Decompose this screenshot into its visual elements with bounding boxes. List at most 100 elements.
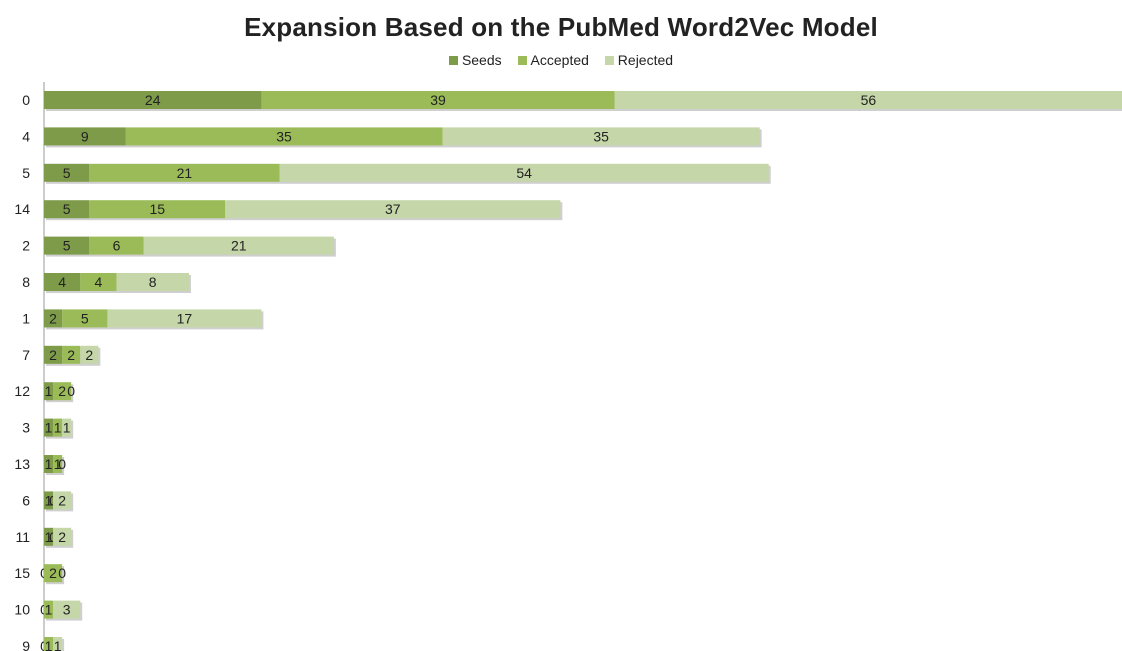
data-label-rejected: 0 (58, 456, 66, 472)
bar-segment-accepted (53, 382, 72, 401)
bar-segment-accepted (53, 455, 63, 473)
bar-segment-accepted (53, 418, 63, 437)
data-label-accepted: 15 (149, 201, 165, 217)
legend-swatch-accepted (517, 56, 527, 65)
data-label-accepted: 2 (58, 383, 66, 399)
bar-segment-rejected (442, 127, 760, 146)
data-label-accepted: 4 (94, 274, 102, 290)
data-label-accepted: 1 (54, 456, 62, 472)
bar-segment-seeds (44, 91, 262, 109)
bar-segment-rejected (225, 200, 561, 219)
bar-segment-seeds (44, 491, 54, 510)
data-label-accepted: 5 (81, 310, 89, 326)
data-label-seeds: 1 (45, 420, 53, 436)
bar-segment-rejected (80, 345, 99, 364)
data-label-rejected: 0 (67, 383, 75, 399)
bar-segment-rejected (614, 91, 1122, 109)
category-label: 6 (22, 492, 30, 508)
category-label: 11 (15, 529, 30, 545)
data-label-rejected: 21 (231, 238, 247, 254)
bar-segment-accepted (80, 273, 117, 291)
data-label-rejected: 35 (593, 128, 609, 144)
data-label-seeds: 24 (145, 92, 161, 108)
bar-segment-accepted (89, 236, 144, 255)
bar-segment-accepted (62, 345, 81, 364)
data-label-accepted: 1 (45, 602, 53, 618)
legend-label-rejected: Rejected (617, 52, 674, 68)
category-label: 15 (14, 565, 30, 581)
bar-segment-rejected (53, 491, 72, 510)
bar-segment-rejected (53, 637, 63, 651)
category-label: 9 (22, 638, 30, 651)
bar-segment-seeds (44, 200, 90, 219)
data-label-rejected: 54 (516, 165, 532, 181)
bar-segment-seeds (44, 127, 126, 146)
data-label-rejected: 2 (58, 492, 66, 508)
data-label-seeds: 1 (45, 529, 53, 545)
category-label: 13 (14, 456, 30, 472)
data-label-seeds: 4 (58, 274, 66, 290)
bar-segment-seeds (44, 418, 54, 437)
data-label-rejected: 37 (385, 201, 401, 217)
bar-segment-rejected (62, 418, 72, 437)
bar-segment-rejected (279, 163, 769, 182)
data-label-seeds: 5 (63, 201, 71, 217)
bar-segment-accepted (125, 127, 443, 146)
data-label-rejected: 3 (63, 602, 71, 618)
bar-segment-seeds (44, 163, 90, 182)
bar-segment-rejected (107, 309, 262, 328)
bar-segment-seeds (44, 273, 81, 291)
data-label-rejected: 2 (58, 529, 66, 545)
data-label-accepted: 1 (54, 420, 62, 436)
bar-segment-seeds (44, 527, 54, 546)
bar-segment-rejected (53, 527, 72, 546)
data-label-seeds: 5 (63, 165, 71, 181)
category-label: 10 (14, 602, 30, 618)
category-label: 8 (22, 274, 30, 290)
chart-title: Expansion Based on the PubMed Word2Vec M… (244, 12, 878, 42)
bar-segment-seeds (44, 309, 63, 328)
data-label-rejected: 8 (149, 274, 157, 290)
data-label-rejected: 2 (85, 347, 93, 363)
data-label-accepted: 2 (49, 565, 57, 581)
legend-swatch-seeds (448, 56, 458, 65)
data-label-seeds: 2 (49, 347, 57, 363)
legend-item-seeds: Seeds (448, 52, 502, 68)
bar-segment-seeds (44, 382, 54, 401)
bar-segment-seeds (44, 236, 90, 255)
data-label-seeds: 5 (63, 238, 71, 254)
bar-segment-accepted (44, 637, 54, 651)
bar-segment-accepted (44, 600, 54, 619)
bar-segment-accepted (44, 564, 63, 583)
bar-segment-accepted (89, 163, 280, 182)
data-label-seeds: 2 (49, 310, 57, 326)
legend-swatch-rejected (604, 56, 614, 65)
data-label-accepted: 21 (177, 165, 193, 181)
bar-segment-seeds (44, 455, 54, 473)
legend-label-accepted: Accepted (530, 52, 589, 68)
data-label-seeds: 1 (45, 492, 53, 508)
bar-segment-accepted (261, 91, 615, 109)
bar-segment-rejected (116, 273, 189, 291)
category-label: 3 (22, 420, 30, 436)
data-label-rejected: 1 (54, 638, 62, 651)
category-label: 5 (22, 165, 30, 181)
data-label-rejected: 0 (58, 565, 66, 581)
data-label-accepted: 6 (113, 238, 121, 254)
data-label-rejected: 17 (177, 310, 193, 326)
legend-item-accepted: Accepted (517, 52, 589, 68)
data-label-seeds: 1 (45, 383, 53, 399)
legend: Seeds Accepted Rejected (0, 52, 1122, 68)
bar-segment-accepted (62, 309, 108, 328)
data-label-accepted: 39 (430, 92, 446, 108)
legend-item-rejected: Rejected (604, 52, 674, 68)
data-label-rejected: 1 (63, 420, 71, 436)
data-label-accepted: 1 (45, 638, 53, 651)
data-label-seeds: 9 (81, 128, 89, 144)
legend-label-seeds: Seeds (461, 52, 502, 68)
data-label-rejected: 56 (861, 92, 877, 108)
bar-segment-rejected (143, 236, 334, 255)
category-label: 12 (14, 383, 30, 399)
bar-segment-accepted (89, 200, 226, 219)
